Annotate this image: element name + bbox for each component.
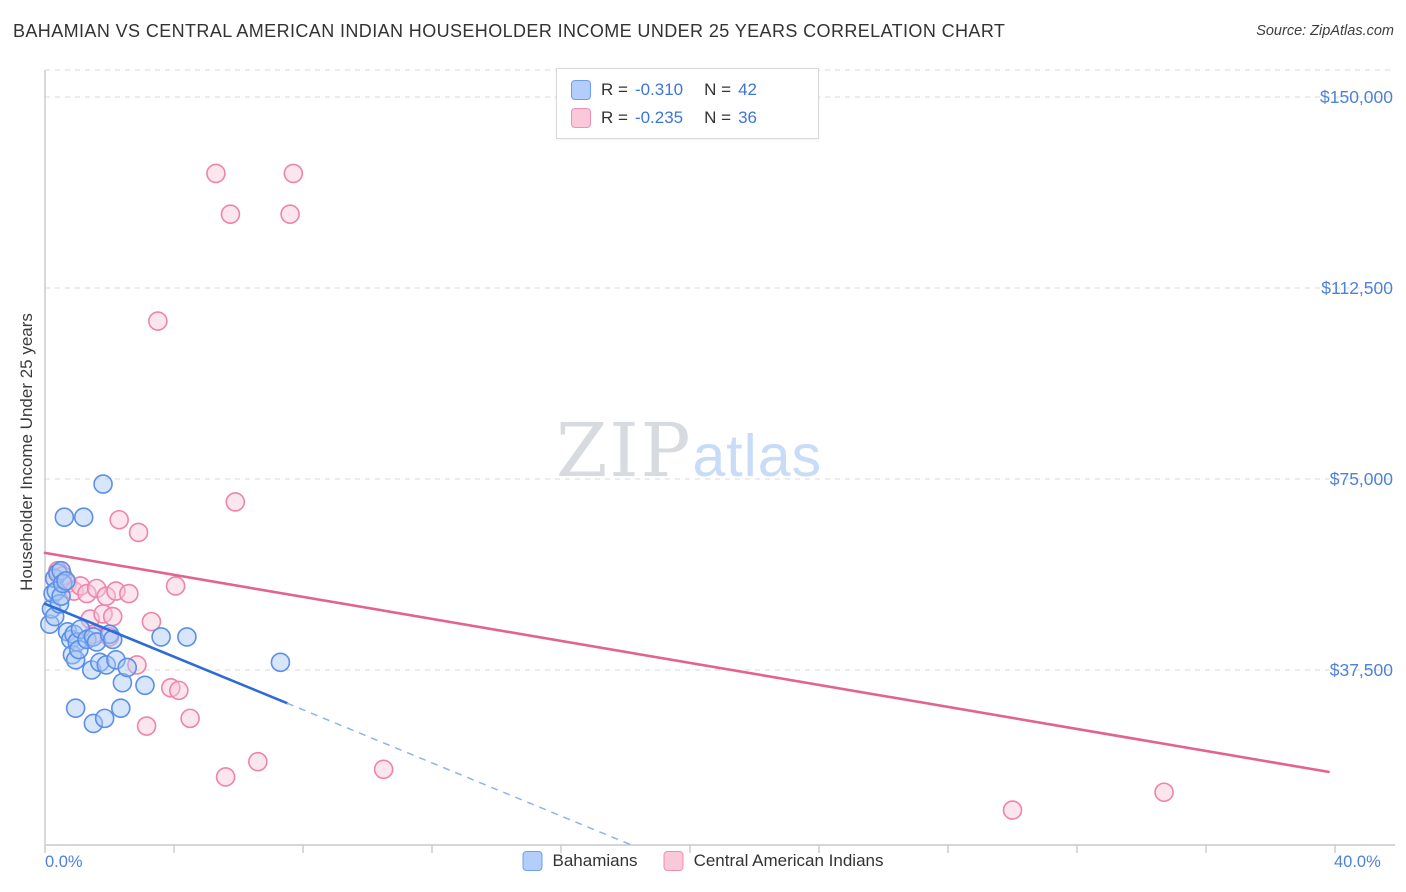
scatter-point-bahamians [94,708,115,729]
scatter-point-central-american-indians [1002,800,1023,820]
y-axis-tick-label: $37,500 [1330,660,1394,680]
series-legend: Bahamians Central American Indians [522,851,884,871]
series-legend-item-bahamians: Bahamians [522,851,638,871]
scatter-point-bahamians [54,507,75,528]
y-axis-title: Householder Income Under 25 years [17,313,36,591]
scatter-point-central-american-indians [280,204,300,224]
scatter-point-central-american-indians [141,611,162,632]
scatter-point-central-american-indians [77,583,97,604]
scatter-point-bahamians [48,563,68,584]
n-value-bahamians: 42 [738,80,757,99]
scatter-point-central-american-indians [109,509,129,530]
n-value-central-american-indians: 36 [738,108,757,127]
series-swatch-bahamians-icon [522,851,543,871]
scatter-point-central-american-indians [220,204,241,224]
scatter-point-bahamians [81,660,102,680]
r-value-bahamians: -0.310 [634,80,684,99]
scatter-point-central-american-indians [215,767,236,787]
scatter-point-central-american-indians [225,492,246,512]
r-label: R = [601,108,628,127]
scatter-point-bahamians [65,698,86,719]
scatter-point-central-american-indians [373,759,394,780]
scatter-point-central-american-indians [206,163,226,184]
page-title: BAHAMIAN VS CENTRAL AMERICAN INDIAN HOUS… [13,21,1006,41]
scatter-point-bahamians [177,627,197,647]
trendline-bahamians [43,602,289,705]
scatter-point-bahamians [73,507,94,528]
scatter-point-central-american-indians [248,751,268,772]
y-axis-tick-label: $112,500 [1321,278,1393,298]
scatter-point-bahamians [69,639,89,660]
scatter-point-central-american-indians [136,716,157,736]
scatter-point-central-american-indians [169,680,189,701]
scatter-point-bahamians [83,713,104,734]
scatter-point-bahamians [106,650,126,670]
scatter-point-bahamians [270,652,291,673]
scatter-point-bahamians [93,474,113,494]
legend-swatch-central-american-indians-icon [571,108,591,128]
scatter-point-central-american-indians [102,606,123,627]
r-label: R = [601,80,628,99]
series-label-bahamians: Bahamians [552,851,638,870]
y-axis-tick-label: $75,000 [1330,469,1394,489]
series-legend-item-central-american-indians: Central American Indians [663,851,884,871]
legend-row-bahamians: R = -0.310 N = 42 [571,76,818,104]
r-value-central-american-indians: -0.235 [634,108,684,127]
series-swatch-central-american-indians-icon [663,851,684,871]
legend-swatch-bahamians-icon [571,80,591,100]
scatter-point-central-american-indians [180,708,200,729]
scatter-point-bahamians [56,571,76,591]
scatter-point-central-american-indians [148,311,168,331]
scatter-point-bahamians [117,657,138,678]
scatter-point-bahamians [52,573,73,594]
source-attribution: Source: ZipAtlas.com [1256,23,1394,39]
scatter-point-central-american-indians [165,576,186,596]
correlation-legend: R = -0.310 N = 42 R = -0.235 N = 36 [556,68,819,139]
n-label: N = [704,80,732,99]
scatter-point-bahamians [110,698,131,719]
scatter-point-central-american-indians [1154,782,1174,803]
series-label-central-american-indians: Central American Indians [693,851,884,870]
scatter-point-central-american-indians [283,163,304,184]
trendline-central-american-indians [43,551,1330,774]
x-axis-min-label: 0.0% [45,853,83,871]
trendline-extrapolated-bahamians [286,702,633,846]
scatter-point-bahamians [151,627,171,647]
x-axis-max-label: 40.0% [1334,853,1381,871]
scatter-point-central-american-indians [119,583,139,604]
scatter-point-bahamians [135,675,155,696]
scatter-point-bahamians [112,672,133,693]
scatter-point-central-american-indians [128,522,149,543]
legend-row-central-american-indians: R = -0.235 N = 36 [571,104,818,132]
scatter-point-bahamians [96,655,117,675]
y-axis-tick-label: $150,000 [1320,87,1393,107]
n-label: N = [704,108,732,127]
